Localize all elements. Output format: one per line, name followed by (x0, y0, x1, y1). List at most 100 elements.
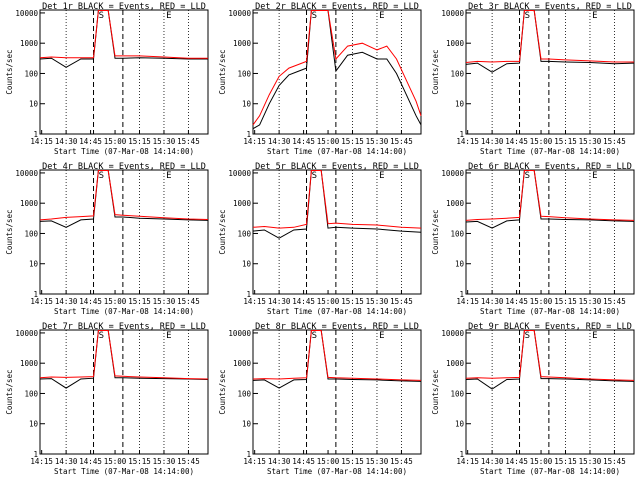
x-axis-label: Start Time (07-Mar-08 14:14:00) (480, 307, 620, 316)
y-tick-label: 10000 (228, 169, 251, 178)
x-tick-label: 14:30 (268, 457, 291, 466)
x-tick-label: 14:15 (456, 297, 479, 306)
x-tick-label: 15:00 (530, 137, 553, 146)
y-tick-label: 1 (33, 450, 38, 459)
y-tick-label: 10000 (15, 329, 38, 338)
panel-title: Det 6r BLACK = Events, RED = LLD (468, 162, 632, 172)
x-tick-label: 15:45 (390, 297, 413, 306)
x-tick-label: 14:30 (55, 137, 78, 146)
y-tick-label: 1 (246, 290, 251, 299)
x-tick-label: 15:00 (104, 457, 127, 466)
x-tick-label: 14:45 (505, 457, 528, 466)
marker-s: S (99, 331, 104, 341)
y-tick-label: 100 (24, 69, 38, 78)
marker-e: E (592, 171, 597, 181)
y-tick-label: 1000 (446, 359, 465, 368)
events-series-line (465, 10, 635, 73)
x-tick-label: 15:45 (177, 137, 200, 146)
y-axis-label: Counts/sec (218, 369, 227, 414)
lld-series-line (465, 330, 635, 381)
y-axis-label: Counts/sec (431, 209, 440, 254)
y-tick-label: 1 (246, 130, 251, 139)
lld-series-line (252, 170, 422, 229)
y-tick-label: 10 (455, 260, 465, 269)
events-series-line (252, 10, 422, 130)
y-tick-label: 100 (450, 389, 464, 398)
y-tick-label: 100 (237, 389, 251, 398)
x-tick-label: 15:45 (603, 137, 626, 146)
y-tick-label: 10 (455, 100, 465, 109)
x-axis-label: Start Time (07-Mar-08 14:14:00) (267, 307, 407, 316)
y-tick-label: 10 (29, 260, 39, 269)
marker-e: E (379, 11, 384, 21)
x-tick-label: 15:30 (153, 457, 176, 466)
panel-title: Det 7r BLACK = Events, RED = LLD (42, 322, 206, 332)
x-tick-label: 15:30 (366, 137, 389, 146)
x-tick-label: 15:15 (341, 297, 364, 306)
x-tick-label: 14:30 (268, 137, 291, 146)
x-tick-label: 15:45 (390, 137, 413, 146)
y-axis-label: Counts/sec (431, 369, 440, 414)
y-tick-label: 1 (459, 290, 464, 299)
x-tick-label: 14:30 (481, 297, 504, 306)
events-series-line (39, 330, 209, 389)
x-tick-label: 14:45 (292, 457, 315, 466)
marker-e: E (166, 171, 171, 181)
x-tick-label: 14:15 (456, 457, 479, 466)
x-tick-label: 15:00 (317, 137, 340, 146)
x-axis-label: Start Time (07-Mar-08 14:14:00) (480, 147, 620, 156)
y-tick-label: 1000 (20, 359, 39, 368)
y-tick-label: 1 (33, 290, 38, 299)
plot-frame (252, 329, 422, 455)
x-tick-label: 15:15 (554, 137, 577, 146)
plot-frame (39, 9, 209, 135)
panel-title: Det 4r BLACK = Events, RED = LLD (42, 162, 206, 172)
x-tick-label: 14:15 (30, 297, 53, 306)
x-tick-label: 14:15 (456, 137, 479, 146)
x-axis-label: Start Time (07-Mar-08 14:14:00) (267, 147, 407, 156)
x-tick-label: 15:15 (554, 457, 577, 466)
x-tick-label: 14:30 (55, 297, 78, 306)
marker-e: E (166, 11, 171, 21)
x-tick-label: 15:30 (366, 297, 389, 306)
x-axis-label: Start Time (07-Mar-08 14:14:00) (54, 467, 194, 476)
y-tick-label: 10 (455, 420, 465, 429)
x-axis-label: Start Time (07-Mar-08 14:14:00) (54, 147, 194, 156)
y-tick-label: 1000 (233, 39, 252, 48)
y-tick-label: 1 (459, 450, 464, 459)
y-tick-label: 10000 (228, 9, 251, 18)
x-tick-label: 15:30 (579, 457, 602, 466)
y-tick-label: 1000 (233, 199, 252, 208)
y-tick-label: 10000 (228, 329, 251, 338)
x-tick-label: 15:00 (104, 297, 127, 306)
x-tick-label: 14:15 (243, 297, 266, 306)
panel-title: Det 3r BLACK = Events, RED = LLD (468, 2, 632, 12)
x-tick-label: 14:15 (243, 137, 266, 146)
x-tick-label: 15:00 (104, 137, 127, 146)
x-tick-label: 14:45 (505, 297, 528, 306)
x-tick-label: 15:45 (177, 457, 200, 466)
x-tick-label: 14:30 (481, 457, 504, 466)
events-series-line (465, 330, 635, 390)
marker-s: S (525, 171, 530, 181)
y-tick-label: 100 (24, 229, 38, 238)
panel-title: Det 5r BLACK = Events, RED = LLD (255, 162, 419, 172)
x-tick-label: 14:45 (79, 457, 102, 466)
x-tick-label: 15:30 (579, 297, 602, 306)
x-axis-label: Start Time (07-Mar-08 14:14:00) (267, 467, 407, 476)
plot-frame (39, 329, 209, 455)
y-tick-label: 100 (237, 69, 251, 78)
panel-title: Det 8r BLACK = Events, RED = LLD (255, 322, 419, 332)
marker-e: E (592, 11, 597, 21)
y-tick-label: 1000 (446, 39, 465, 48)
y-tick-label: 10 (242, 420, 252, 429)
x-tick-label: 15:30 (153, 137, 176, 146)
plot-frame (252, 169, 422, 295)
y-tick-label: 1000 (233, 359, 252, 368)
plot-frame (252, 9, 422, 135)
y-tick-label: 10000 (441, 169, 464, 178)
